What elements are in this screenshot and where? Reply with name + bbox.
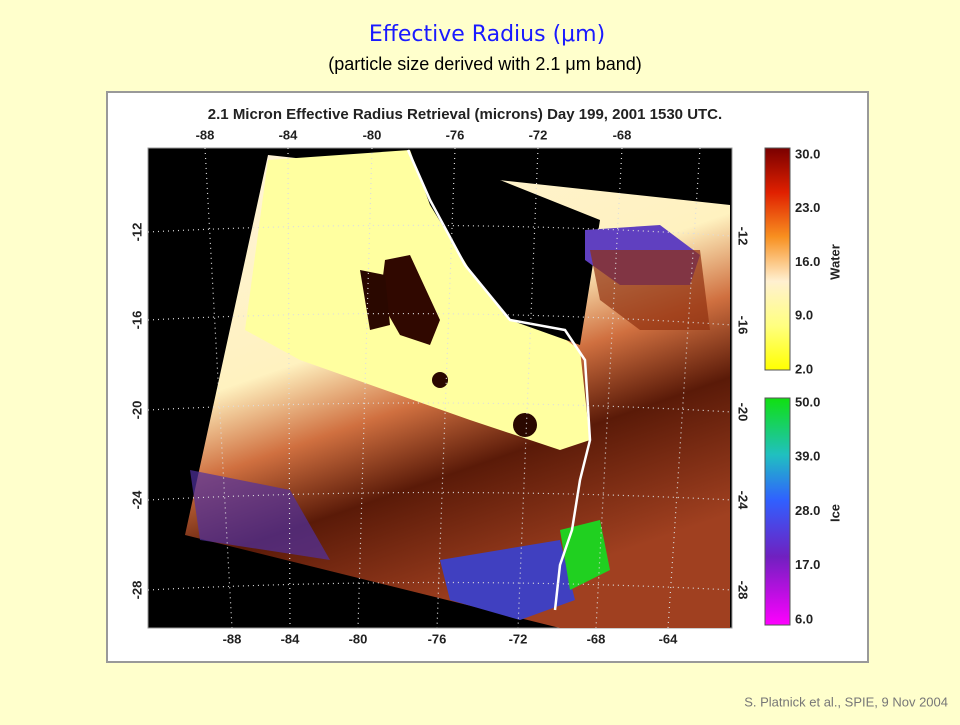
lon-label-top: -72 — [529, 127, 548, 142]
figure-title: 2.1 Micron Effective Radius Retrieval (m… — [208, 106, 722, 123]
dark-cloud — [360, 270, 390, 330]
colorbar-tick-label: 6.0 — [795, 611, 813, 626]
lon-label-top: -76 — [446, 127, 465, 142]
lon-label-bottom: -76 — [428, 631, 447, 646]
ice-green — [560, 520, 610, 590]
clear-area — [410, 150, 600, 345]
colorbar-label: Ice — [827, 504, 842, 522]
colorbar-tick-label: 50.0 — [795, 394, 820, 409]
lon-label-bottom: -68 — [587, 631, 606, 646]
colorbar-tick-label: 17.0 — [795, 557, 820, 572]
meridian — [595, 147, 623, 629]
lon-label-bottom: -72 — [509, 631, 528, 646]
lon-label-bottom: -88 — [223, 631, 242, 646]
ice-colorbar — [764, 397, 791, 626]
lat-label-left: -16 — [129, 311, 144, 330]
colorbar-tick-label: 30.0 — [795, 146, 820, 161]
colorbar-tick-label: 16.0 — [795, 254, 820, 269]
satellite-image — [185, 149, 730, 628]
lat-label-left: -12 — [129, 223, 144, 242]
dark-cloud — [380, 255, 440, 345]
mixed-patch — [590, 250, 710, 330]
lat-label-left: -20 — [129, 401, 144, 420]
lon-label-top: -88 — [196, 127, 215, 142]
water-colorbar — [764, 147, 791, 371]
coastline — [406, 149, 592, 611]
lon-label-top: -80 — [363, 127, 382, 142]
meridian — [667, 147, 701, 629]
dark-cloud — [513, 413, 537, 437]
dark-cloud — [432, 372, 448, 388]
citation: S. Platnick et al., SPIE, 9 Nov 2004 — [744, 694, 948, 709]
slide-subtitle: (particle size derived with 2.1 μm band) — [328, 54, 642, 74]
lat-label-left: -28 — [129, 581, 144, 600]
meridian — [436, 147, 456, 629]
colorbar-tick-label: 9.0 — [795, 308, 813, 323]
colorbar-tick-label: 28.0 — [795, 503, 820, 518]
lon-label-bottom: -64 — [659, 631, 679, 646]
lon-label-top: -68 — [613, 127, 632, 142]
lat-label-right: -24 — [736, 491, 751, 511]
lat-label-right: -28 — [736, 581, 751, 600]
meridian — [357, 147, 373, 629]
lat-label-right: -20 — [736, 403, 751, 422]
lon-label-bottom: -80 — [349, 631, 368, 646]
meridian — [517, 147, 539, 629]
graticule — [147, 147, 733, 629]
meridian — [204, 147, 233, 629]
colorbar-label: Water — [827, 244, 842, 280]
ice-patch-south — [440, 540, 575, 620]
lat-label-right: -16 — [736, 316, 751, 335]
meridian — [287, 147, 291, 629]
colorbar-tick-label: 39.0 — [795, 449, 820, 464]
colorbar-tick-label: 2.0 — [795, 361, 813, 376]
lon-label-bottom: -84 — [281, 631, 301, 646]
lat-label-left: -24 — [129, 490, 144, 510]
ice-patch-west — [190, 470, 330, 560]
lon-label-top: -84 — [279, 127, 299, 142]
lat-label-right: -12 — [736, 227, 751, 246]
colorbar-tick-label: 23.0 — [795, 200, 820, 215]
slide-title: Effective Radius (μm) — [369, 22, 605, 47]
